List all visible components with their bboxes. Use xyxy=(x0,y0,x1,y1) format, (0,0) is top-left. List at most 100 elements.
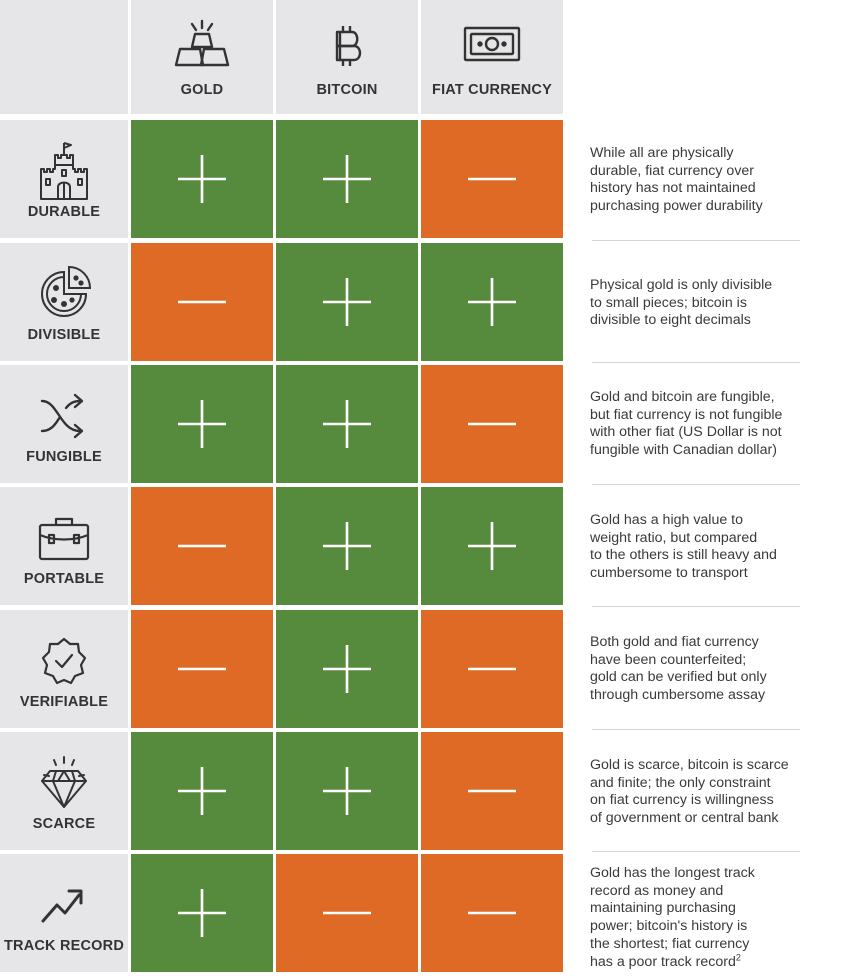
description-portable: Gold has a high value to weight ratio, b… xyxy=(590,512,805,583)
separator-line xyxy=(592,484,800,485)
mark-cell-gold xyxy=(131,487,273,605)
minus-icon xyxy=(468,911,516,915)
description-line: with other fiat (US Dollar is not xyxy=(590,424,782,441)
description-line: and finite; the only constraint xyxy=(590,774,771,791)
description-line: have been counterfeited; xyxy=(590,651,747,668)
banknote-icon xyxy=(462,16,522,72)
gold-bars-icon xyxy=(170,16,234,72)
mark-cell-bitcoin xyxy=(276,854,418,972)
mark-cell-gold xyxy=(131,120,273,238)
description-line: Physical gold is only divisible xyxy=(590,277,773,293)
description-durable: While all are physically durable, fiat c… xyxy=(590,145,805,216)
minus-icon xyxy=(178,544,226,548)
plus-icon xyxy=(323,155,371,203)
verified-badge-icon xyxy=(0,630,128,692)
mark-cell-bitcoin xyxy=(276,487,418,605)
description-line: power; bitcoin's history is xyxy=(590,918,748,935)
row-label: SCARCE xyxy=(32,816,96,832)
mark-cell-fiat-currency xyxy=(421,487,563,605)
mark-cell-gold xyxy=(131,610,273,728)
mark-cell-fiat-currency xyxy=(421,243,563,361)
mark-cell-bitcoin xyxy=(276,120,418,238)
plus-icon xyxy=(178,767,226,815)
row-label-scarce: SCARCE xyxy=(0,732,128,850)
plus-icon xyxy=(468,522,516,570)
mark-cell-bitcoin xyxy=(276,365,418,483)
column-header-fiat-currency: FIAT CURRENCY xyxy=(421,0,563,114)
plus-icon xyxy=(323,767,371,815)
description-line: Both gold and fiat currency xyxy=(590,634,759,650)
shuffle-icon xyxy=(0,385,128,447)
description-line: to the others is still heavy and xyxy=(590,547,777,564)
row-label: PORTABLE xyxy=(23,571,105,587)
description-divisible: Physical gold is only divisible to small… xyxy=(590,277,805,330)
footnote-marker: 2 xyxy=(735,951,741,962)
minus-icon xyxy=(468,789,516,793)
separator-line xyxy=(592,240,800,241)
mark-cell-fiat-currency xyxy=(421,854,563,972)
plus-icon xyxy=(468,278,516,326)
plus-icon xyxy=(178,400,226,448)
mark-cell-gold xyxy=(131,243,273,361)
plus-icon xyxy=(323,522,371,570)
description-line: history has not maintained xyxy=(590,180,756,197)
description-line: Gold has a high value to xyxy=(590,512,744,528)
pizza-icon xyxy=(0,263,128,325)
description-track-record: Gold has the longest track record as mon… xyxy=(590,865,805,971)
minus-icon xyxy=(468,667,516,671)
description-line: through cumbersome assay xyxy=(590,687,766,704)
row-label: TRACK RECORD xyxy=(3,938,124,954)
description-line: divisible to eight decimals xyxy=(590,312,751,329)
row-label: VERIFIABLE xyxy=(19,694,109,710)
separator-line xyxy=(592,851,800,852)
row-label: DURABLE xyxy=(27,204,101,220)
row-label-durable: DURABLE xyxy=(0,120,128,238)
mark-cell-gold xyxy=(131,365,273,483)
row-label-fungible: FUNGIBLE xyxy=(0,365,128,483)
column-header-gold: GOLD xyxy=(131,0,273,114)
mark-cell-fiat-currency xyxy=(421,365,563,483)
row-label: FUNGIBLE xyxy=(26,449,102,465)
mark-cell-fiat-currency xyxy=(421,610,563,728)
trend-up-icon xyxy=(0,874,128,936)
description-line: fungible with Canadian dollar) xyxy=(590,442,777,459)
mark-cell-gold xyxy=(131,732,273,850)
row-label-portable: PORTABLE xyxy=(0,487,128,605)
description-line: of government or central bank xyxy=(590,810,779,827)
row-label-divisible: DIVISIBLE xyxy=(0,243,128,361)
description-line: weight ratio, but compared xyxy=(590,529,758,546)
mark-cell-fiat-currency xyxy=(421,732,563,850)
mark-cell-fiat-currency xyxy=(421,120,563,238)
description-line: has a poor track record2 xyxy=(590,951,805,972)
description-line: Gold is scarce, bitcoin is scarce xyxy=(590,757,789,773)
description-line: Gold and bitcoin are fungible, xyxy=(590,389,775,405)
minus-icon xyxy=(468,177,516,181)
description-fungible: Gold and bitcoin are fungible, but fiat … xyxy=(590,389,805,460)
mark-cell-gold xyxy=(131,854,273,972)
description-scarce: Gold is scarce, bitcoin is scarce and fi… xyxy=(590,757,805,828)
minus-icon xyxy=(178,667,226,671)
row-label: DIVISIBLE xyxy=(27,327,101,343)
description-line: the shortest; fiat currency xyxy=(590,935,750,952)
column-label: GOLD xyxy=(180,82,224,98)
description-text: has a poor track record xyxy=(590,953,736,970)
plus-icon xyxy=(323,400,371,448)
header-blank-cell xyxy=(0,0,128,114)
plus-icon xyxy=(178,889,226,937)
description-line: durable, fiat currency over xyxy=(590,162,755,179)
description-line: cumbersome to transport xyxy=(590,565,748,582)
minus-icon xyxy=(323,911,371,915)
row-label-track-record: TRACK RECORD xyxy=(0,854,128,972)
plus-icon xyxy=(178,155,226,203)
column-label: FIAT CURRENCY xyxy=(432,82,552,98)
plus-icon xyxy=(323,645,371,693)
separator-line xyxy=(592,606,800,607)
separator-line xyxy=(592,362,800,363)
column-header-bitcoin: BITCOIN xyxy=(276,0,418,114)
description-line: While all are physically xyxy=(590,145,734,161)
description-line: but fiat currency is not fungible xyxy=(590,406,783,423)
description-line: Gold has the longest track xyxy=(590,865,755,881)
description-line: record as money and xyxy=(590,882,724,899)
column-label: BITCOIN xyxy=(316,82,378,98)
diamond-icon xyxy=(0,752,128,814)
